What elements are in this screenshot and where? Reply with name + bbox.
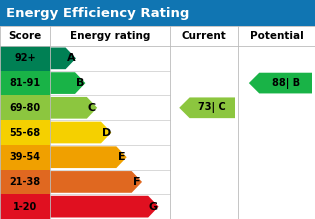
Text: Current: Current xyxy=(182,31,226,41)
Text: A: A xyxy=(66,53,75,63)
Text: D: D xyxy=(101,127,111,138)
Text: 92+: 92+ xyxy=(14,53,36,63)
Text: 39-54: 39-54 xyxy=(9,152,41,162)
Polygon shape xyxy=(50,72,85,94)
Polygon shape xyxy=(50,122,112,143)
Text: 73| C: 73| C xyxy=(198,102,226,113)
Text: Energy Efficiency Rating: Energy Efficiency Rating xyxy=(6,7,189,19)
Polygon shape xyxy=(50,196,158,217)
Text: B: B xyxy=(76,78,84,88)
Text: Score: Score xyxy=(9,31,42,41)
Bar xyxy=(0,46,50,71)
Polygon shape xyxy=(249,73,312,94)
Bar xyxy=(0,95,50,120)
Text: 1-20: 1-20 xyxy=(13,202,37,212)
Text: G: G xyxy=(149,202,158,212)
Polygon shape xyxy=(50,97,97,119)
Polygon shape xyxy=(50,146,127,168)
Text: Potential: Potential xyxy=(249,31,303,41)
Text: F: F xyxy=(133,177,140,187)
Bar xyxy=(0,194,50,219)
Bar xyxy=(0,71,50,95)
Text: Energy rating: Energy rating xyxy=(70,31,150,41)
Polygon shape xyxy=(50,171,142,193)
Bar xyxy=(0,145,50,170)
Bar xyxy=(0,0,315,26)
Polygon shape xyxy=(179,97,235,118)
Text: 21-38: 21-38 xyxy=(9,177,41,187)
Text: 69-80: 69-80 xyxy=(9,103,41,113)
Polygon shape xyxy=(50,48,76,69)
Bar xyxy=(0,170,50,194)
Text: 81-91: 81-91 xyxy=(9,78,41,88)
Bar xyxy=(0,26,315,46)
Bar xyxy=(0,120,50,145)
Text: 55-68: 55-68 xyxy=(9,127,41,138)
Text: C: C xyxy=(88,103,96,113)
Text: E: E xyxy=(118,152,125,162)
Text: 88| B: 88| B xyxy=(272,78,300,88)
